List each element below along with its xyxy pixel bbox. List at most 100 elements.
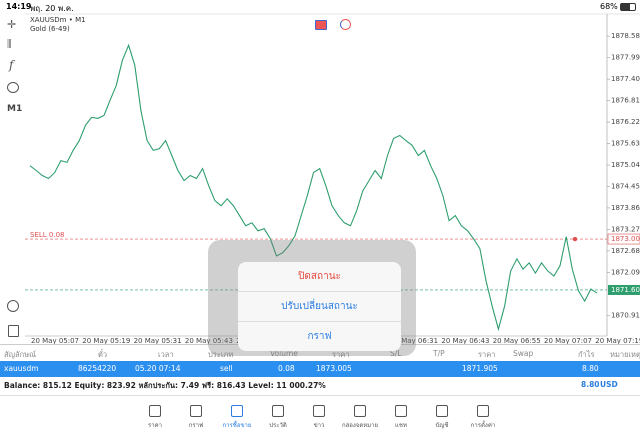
x-tick-label: 20 May 06:31 [390, 337, 438, 345]
tab[interactable]: กล่องจดหมาย [340, 405, 380, 430]
tab[interactable]: ราคา [135, 405, 175, 430]
tab-label: ราคา [148, 422, 162, 429]
tab-icon [313, 405, 325, 417]
tab-label: การซื้อขาย [222, 422, 252, 429]
tab-label: แชท [395, 422, 407, 429]
tab-label: การตั้งค่า [470, 422, 496, 429]
y-tick-label: 1877.400 [611, 75, 640, 83]
column-header: ตั๋ว [98, 350, 108, 359]
tab[interactable]: กราฟ [176, 405, 216, 430]
column-header: ราคา [478, 350, 496, 359]
y-tick-label: 1875.630 [611, 140, 640, 148]
y-tick-label: 1877.990 [611, 54, 640, 62]
column-header: เวลา [158, 350, 174, 359]
y-tick-label: 1878.580 [611, 32, 640, 40]
tab-icon [231, 405, 243, 417]
currency: USD [600, 380, 618, 389]
tab-icon [272, 405, 284, 417]
chart-subtitle: Gold (6-49) [30, 25, 70, 33]
cell: 1873.005 [316, 364, 352, 373]
cell: 05.20 07:14 [135, 364, 181, 373]
cell: xauusdm [4, 364, 39, 373]
tab[interactable]: ข่าว [299, 405, 339, 430]
sell-price-label: 1873.005 [611, 235, 640, 243]
column-header: สัญลักษณ์ [4, 350, 37, 359]
x-tick-label: 20 May 06:55 [493, 337, 541, 345]
tab[interactable]: บัญชี [422, 405, 462, 430]
status-time: 14:19 [6, 2, 32, 11]
chart-symbol: XAUUSDm • M1 [30, 16, 86, 24]
x-tick-label: 20 May 07:07 [544, 337, 592, 345]
new-order-tool[interactable] [8, 325, 19, 337]
tab-icon [395, 405, 407, 417]
tab[interactable]: แชท [381, 405, 421, 430]
x-tick-label: 20 May 05:07 [31, 337, 79, 345]
x-tick-label: 20 May 07:19 [595, 337, 640, 345]
shapes-tool[interactable] [7, 82, 19, 93]
column-header: ราคา [332, 350, 350, 359]
cell: 8.80 [582, 364, 599, 373]
y-tick-label: 1876.810 [611, 97, 640, 105]
balance-line: Balance: 815.12 Equity: 823.92 หลักประกั… [4, 381, 326, 390]
chart-icon[interactable] [315, 20, 327, 30]
zoom-tool[interactable] [7, 300, 19, 312]
menu-item[interactable]: ปรับเปลี่ยนสถานะ [238, 291, 401, 321]
column-header: ประเภท [208, 350, 234, 359]
x-tick-label: 20 May 05:31 [134, 337, 182, 345]
sell-price-box [607, 233, 640, 245]
tab-label: ประวัติ [269, 422, 287, 429]
cell: 0.08 [278, 364, 295, 373]
menu-item[interactable]: กราฟ [238, 321, 401, 351]
y-tick-label: 1873.860 [611, 204, 640, 212]
chart-icon[interactable] [340, 19, 351, 30]
total-profit: 8.80 [581, 380, 600, 389]
divider [0, 395, 640, 396]
battery-text: 68% [600, 2, 618, 11]
price-line [29, 43, 598, 332]
y-tick-label: 1872.680 [611, 247, 640, 255]
column-header: S/L [390, 349, 402, 358]
y-tick-label: 1870.910 [611, 311, 640, 319]
timeframe[interactable]: M1 [7, 104, 23, 114]
function-tool[interactable]: f [9, 58, 14, 72]
x-tick-label: 20 May 06:43 [441, 337, 489, 345]
indicator-tool[interactable]: ⫼ [7, 39, 12, 50]
popup-menu: ปิดสถานะปรับเปลี่ยนสถานะ กราฟ [238, 262, 401, 351]
tab-label: กล่องจดหมาย [341, 422, 379, 429]
bid-price-box [608, 284, 640, 295]
tab-icon [477, 405, 489, 417]
battery-icon [620, 3, 636, 11]
y-tick-label: 1876.220 [611, 118, 640, 126]
status-date: พฤ. 20 พ.ค. [30, 4, 74, 13]
column-header: Swap [513, 349, 534, 358]
tab-icon [149, 405, 161, 417]
cell: 86254220 [78, 364, 117, 373]
cell: sell [220, 364, 233, 373]
column-header: Volume [270, 349, 298, 358]
y-tick-label: 1873.270 [611, 225, 640, 233]
y-tick-label: 1874.450 [611, 182, 640, 190]
tab-icon [190, 405, 202, 417]
tab[interactable]: การซื้อขาย [217, 405, 257, 430]
cell: 1871.905 [462, 364, 498, 373]
menu-item[interactable]: ปิดสถานะ [298, 271, 341, 282]
tab[interactable]: การตั้งค่า [463, 405, 503, 430]
tab-label: กราฟ [188, 422, 204, 429]
sell-label: SELL 0.08 [30, 231, 64, 239]
column-header: หมายเหตุ [610, 350, 640, 359]
x-tick-label: 20 May 05:43 [185, 337, 233, 345]
column-header: T/P [433, 349, 445, 358]
tab-label: บัญชี [435, 422, 449, 429]
column-header: กำไร [578, 350, 595, 359]
y-tick-label: 1872.090 [611, 268, 640, 276]
tab-icon [354, 405, 366, 417]
y-tick-label: 1875.040 [611, 161, 640, 169]
tab[interactable]: ประวัติ [258, 405, 298, 430]
position-row[interactable] [0, 361, 640, 377]
x-tick-label: 20 May 05:19 [82, 337, 130, 345]
crosshair-tool[interactable]: ✛ [7, 18, 17, 31]
tab-label: ข่าว [313, 422, 325, 429]
tab-icon [436, 405, 448, 417]
bid-price-label: 1871.605 [611, 286, 640, 294]
